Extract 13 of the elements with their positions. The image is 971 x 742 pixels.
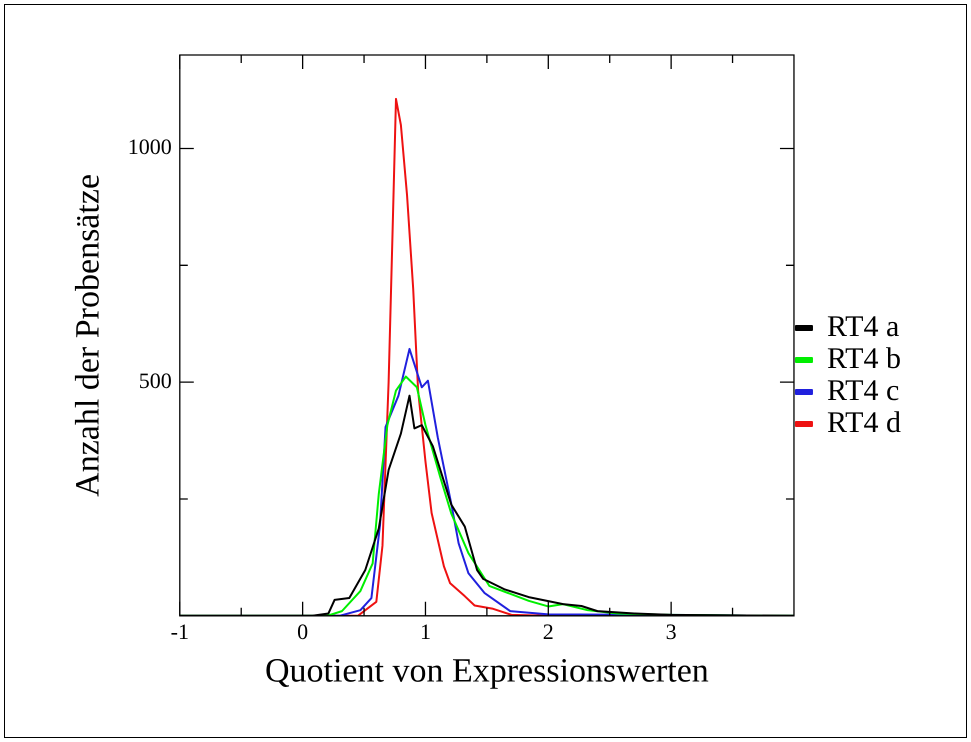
legend-label: RT4 c (826, 374, 900, 407)
x-tick-label: 0 (297, 618, 308, 644)
x-tick-label: 3 (666, 618, 677, 644)
y-tick-label: 1000 (128, 134, 172, 160)
x-axis-title: Quotient von Expressionswerten (264, 652, 709, 690)
x-tick-label: 2 (542, 618, 554, 644)
legend-label: RT4 d (826, 406, 902, 439)
legend-label: RT4 b (826, 342, 902, 375)
y-tick-label: 500 (138, 368, 172, 393)
x-tick-label: 1 (420, 618, 431, 644)
y-axis-title: Anzahl der Probensätze (69, 174, 106, 497)
x-tick-label: -1 (170, 618, 189, 644)
legend-label: RT4 a (826, 310, 900, 343)
